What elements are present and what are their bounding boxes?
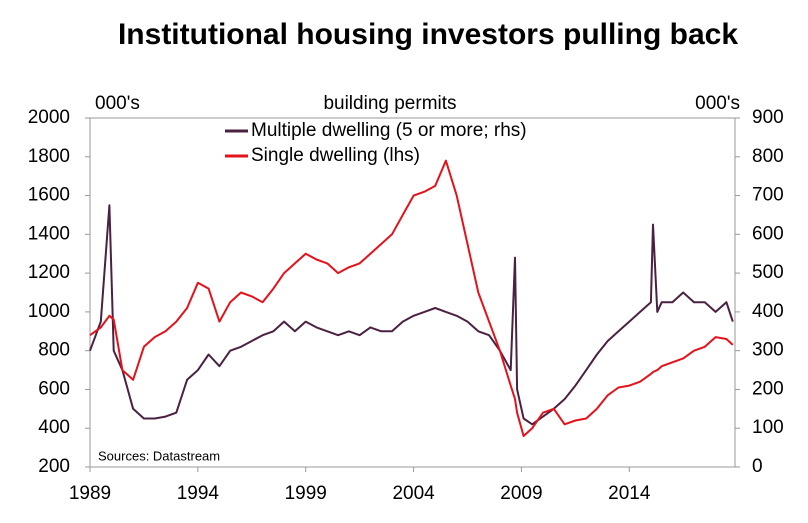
- y-axis-label: 000's: [95, 93, 140, 114]
- y2-tick-label: 400: [752, 301, 784, 322]
- y-tick-label: 1600: [28, 185, 70, 206]
- y2-tick-label: 900: [752, 107, 784, 128]
- y2-tick-label: 200: [752, 378, 784, 399]
- y2-tick-label: 300: [752, 340, 784, 361]
- x-tick-label: 1994: [177, 483, 220, 504]
- y2-axis-label: 000's: [695, 93, 740, 114]
- y-tick-label: 1800: [28, 146, 70, 167]
- x-tick-label: 1989: [69, 483, 111, 504]
- y-tick-label: 600: [38, 378, 70, 399]
- x-tick-label: 2004: [392, 483, 435, 504]
- y2-tick-label: 700: [752, 185, 784, 206]
- chart-title: Institutional housing investors pulling …: [118, 18, 738, 51]
- y-tick-label: 2000: [28, 107, 70, 128]
- y2-tick-label: 800: [752, 146, 784, 167]
- data-line: [89, 204, 734, 426]
- y2-tick-label: 100: [752, 417, 784, 438]
- y-tick-label: 800: [38, 340, 70, 361]
- legend-label: Multiple dwelling (5 or more; rhs): [251, 120, 527, 141]
- y-tick-label: 400: [38, 417, 70, 438]
- y-tick-label: 1000: [28, 301, 70, 322]
- y-tick-label: 1400: [28, 223, 70, 244]
- x-tick-label: 2014: [608, 483, 651, 504]
- y2-tick-label: 0: [752, 456, 763, 477]
- y-tick-label: 1200: [28, 262, 70, 283]
- plot-frame: [89, 117, 736, 468]
- source-note: Sources: Datastream: [98, 448, 220, 463]
- x-tick-label: 2009: [500, 483, 542, 504]
- y-tick-label: 200: [38, 456, 70, 477]
- data-line: [89, 159, 734, 437]
- legend-label: Single dwelling (lhs): [251, 145, 420, 166]
- y2-tick-label: 600: [752, 223, 784, 244]
- y2-tick-label: 500: [752, 262, 784, 283]
- chart-subtitle: building permits: [323, 93, 456, 114]
- x-tick-label: 1999: [285, 483, 327, 504]
